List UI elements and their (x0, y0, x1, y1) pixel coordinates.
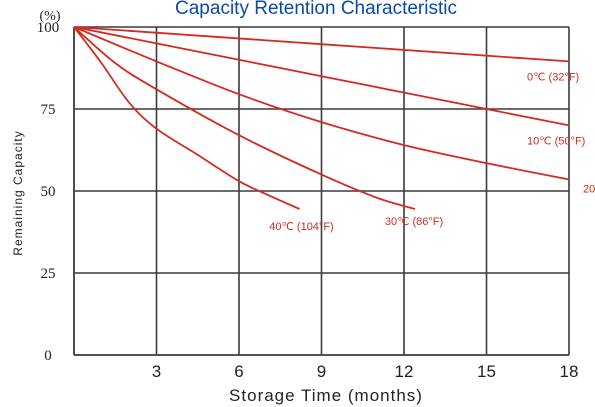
series-label: 40℃ (104°F) (269, 221, 333, 233)
x-tick-label: 3 (152, 362, 161, 381)
x-tick-label: 12 (395, 362, 414, 381)
chart-title: Capacity Retention Characteristic (175, 0, 457, 19)
series-label: 20℃ (68°F) (583, 184, 595, 196)
grid-lines (74, 26, 570, 355)
series-line (73, 26, 570, 181)
series-label: 10℃ (50°F) (527, 135, 585, 147)
series-lines (73, 26, 570, 210)
axes (73, 27, 569, 356)
y-tick-labels: 0 25 50 75 100 (37, 20, 60, 364)
y-tick-label: 50 (41, 184, 56, 200)
y-tick-label: 0 (44, 348, 52, 364)
y-unit-label: (%) (40, 9, 61, 24)
y-tick-label: 75 (41, 102, 56, 118)
series-line (73, 26, 300, 210)
x-tick-label: 9 (317, 362, 326, 381)
series-label: 30℃ (86°F) (385, 216, 443, 228)
series-line (73, 26, 570, 63)
series-line (73, 26, 416, 210)
x-tick-label: 15 (477, 362, 496, 381)
x-tick-label: 6 (234, 362, 243, 381)
y-tick-label: 25 (41, 266, 56, 282)
y-tick-label: 100 (37, 20, 60, 36)
series-label: 0℃ (32°F) (527, 71, 579, 83)
x-tick-labels: 3 6 9 12 15 18 (152, 362, 579, 381)
x-tick-label: 18 (560, 362, 579, 381)
series-labels: 0℃ (32°F) 10℃ (50°F) 20℃ (68°F) 30℃ (86°F) 4… (269, 71, 595, 233)
y-axis-title: Remaining Capacity (11, 130, 25, 255)
series-line (73, 26, 570, 127)
x-axis-title: Storage Time (months) (229, 386, 423, 405)
